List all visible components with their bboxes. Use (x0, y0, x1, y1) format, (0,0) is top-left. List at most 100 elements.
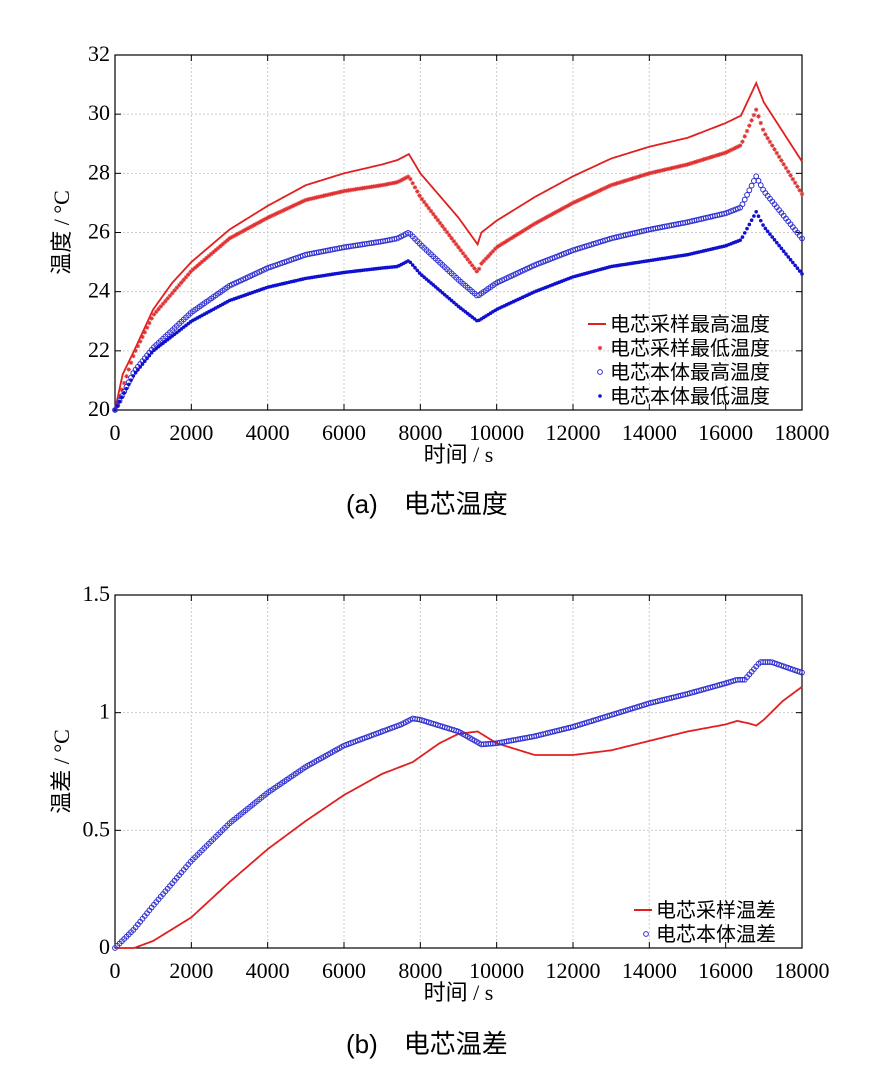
data-point (554, 209, 560, 214)
data-point (181, 277, 186, 283)
data-point (122, 391, 126, 395)
data-point (699, 157, 704, 163)
data-point (245, 226, 251, 231)
data-point (579, 196, 585, 201)
data-point (735, 144, 741, 149)
data-point (793, 263, 797, 268)
x-tick-label: 4000 (246, 958, 290, 983)
data-point (451, 239, 457, 244)
data-point (220, 242, 225, 247)
data-point (712, 153, 718, 159)
data-point (353, 187, 358, 192)
data-point (522, 227, 528, 232)
data-point (211, 249, 216, 255)
data-point (208, 251, 214, 257)
data-point (417, 271, 422, 275)
data-point (186, 272, 191, 277)
data-point (463, 254, 468, 259)
data-point (174, 285, 180, 291)
data-point (307, 196, 312, 202)
data-point (763, 132, 768, 137)
data-point (783, 165, 789, 171)
data-point (740, 139, 745, 144)
data-point (739, 676, 746, 683)
data-point (147, 353, 152, 358)
data-point (396, 179, 402, 184)
series-3 (113, 209, 804, 412)
data-point (199, 259, 205, 265)
data-point (653, 169, 658, 175)
data-point (136, 367, 140, 372)
data-point (238, 230, 244, 235)
x-tick-label: 18000 (775, 420, 830, 445)
data-point (738, 238, 742, 242)
data-point (602, 185, 608, 191)
data-point (350, 187, 356, 192)
data-point (305, 197, 310, 202)
data-point (481, 258, 486, 264)
data-point (403, 175, 409, 181)
data-point (751, 178, 757, 184)
data-point (504, 238, 509, 244)
data-point (563, 204, 569, 209)
data-point (401, 176, 406, 182)
data-point (799, 669, 805, 676)
data-point (570, 200, 576, 206)
data-point (325, 192, 331, 198)
data-point (508, 236, 514, 241)
data-point (499, 241, 505, 247)
data-point (758, 120, 763, 126)
data-point (634, 174, 640, 180)
data-point (337, 189, 342, 195)
data-point (302, 198, 308, 203)
data-point (488, 251, 493, 256)
data-point (366, 184, 372, 190)
data-point (779, 246, 784, 251)
data-point (747, 222, 752, 227)
data-point (747, 123, 752, 128)
x-tick-label: 0 (110, 958, 121, 983)
legend-label: 电芯本体温差 (656, 923, 776, 946)
data-point (131, 353, 136, 359)
legend-marker (597, 369, 603, 375)
data-point (751, 112, 757, 118)
data-point (715, 153, 720, 158)
data-point (360, 186, 365, 191)
data-point (334, 190, 340, 195)
data-point (657, 168, 663, 174)
x-tick-label: 16000 (698, 958, 753, 983)
data-point (387, 181, 392, 186)
data-point (316, 194, 322, 200)
data-point (135, 343, 141, 349)
data-point (394, 180, 399, 185)
data-point (742, 231, 747, 235)
data-point (589, 192, 594, 197)
data-point (618, 179, 624, 185)
data-point (476, 266, 482, 272)
data-point (770, 143, 775, 148)
data-point (757, 182, 764, 189)
legend-label: 电芯采样温差 (656, 899, 776, 922)
x-tick-label: 14000 (622, 958, 677, 983)
data-point (114, 402, 121, 409)
data-point (124, 374, 129, 379)
data-point (126, 367, 131, 372)
data-point (399, 178, 404, 183)
data-point (259, 218, 264, 224)
data-point (506, 237, 512, 242)
data-point (721, 150, 727, 156)
data-point (754, 107, 759, 112)
data-point (726, 148, 731, 154)
data-point (364, 185, 370, 190)
data-point (312, 195, 317, 201)
data-point (183, 274, 189, 280)
data-point (755, 177, 762, 184)
data-point (154, 309, 159, 314)
data-point (745, 226, 749, 231)
data-point (724, 150, 729, 155)
data-point (490, 249, 496, 254)
data-point (435, 217, 441, 223)
y-tick-label: 30 (88, 100, 110, 125)
data-point (472, 266, 477, 271)
data-point (300, 199, 305, 204)
